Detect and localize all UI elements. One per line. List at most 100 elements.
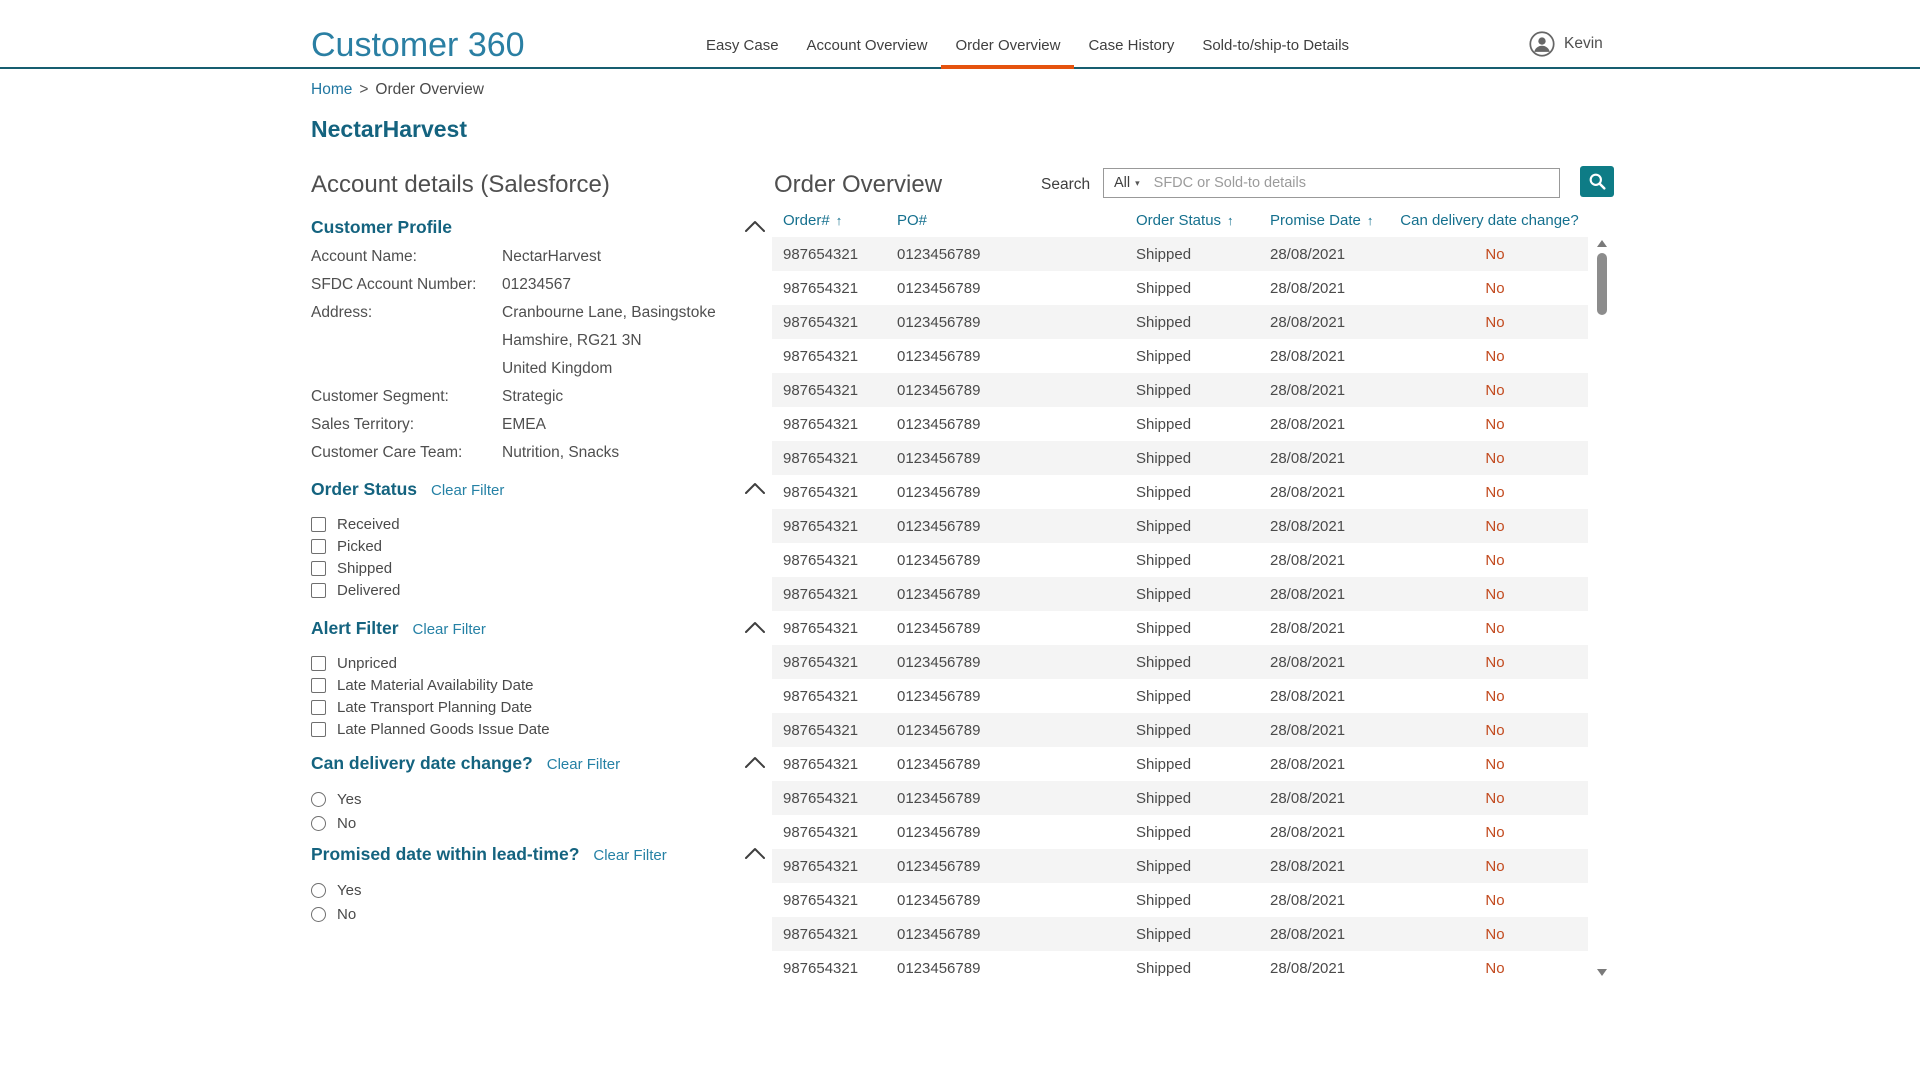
- checkbox-late-material-availability-date[interactable]: [311, 677, 326, 693]
- filter-option-shipped: Shipped: [311, 557, 771, 579]
- scrollbar-down-arrow-icon[interactable]: [1597, 969, 1607, 976]
- profile-field-customer-segment: Customer Segment: Strategic: [311, 383, 771, 411]
- option-label: Yes: [337, 881, 362, 899]
- nav-tab-case-history[interactable]: Case History: [1088, 37, 1175, 54]
- search-scope-dropdown[interactable]: All ▾: [1114, 175, 1140, 191]
- search-input[interactable]: [1151, 174, 1549, 192]
- cell-order-status: Shipped: [1136, 959, 1192, 977]
- filter-option-late-transport-planning-date: Late Transport Planning Date: [311, 696, 771, 718]
- cell-po-number: 0123456789: [897, 279, 981, 297]
- profile-field-value: Nutrition, Snacks: [502, 439, 619, 467]
- clear-filter-link[interactable]: Clear Filter: [546, 756, 621, 773]
- option-label: Received: [337, 515, 400, 533]
- profile-field-value-line: Cranbourne Lane, Basingstoke: [502, 304, 716, 321]
- breadcrumb-home-link[interactable]: Home: [311, 81, 353, 98]
- option-label: Delivered: [337, 581, 401, 599]
- checkbox-shipped[interactable]: [311, 560, 326, 576]
- cell-can-delivery-date-change: No: [1485, 925, 1505, 943]
- search-box: All ▾: [1103, 168, 1560, 198]
- cell-can-delivery-date-change: No: [1485, 755, 1505, 773]
- collapse-chevron-icon[interactable]: [744, 847, 766, 860]
- nav-tab-account-overview[interactable]: Account Overview: [806, 37, 928, 54]
- customer-profile-section-header: Customer Profile: [311, 217, 771, 238]
- checkbox-late-planned-goods-issue-date[interactable]: [311, 721, 326, 737]
- column-header-can-delivery-date-change[interactable]: Can delivery date change?: [1400, 211, 1579, 229]
- cell-po-number: 0123456789: [897, 619, 981, 637]
- filter-heading-promised-date-within-lead-time: Promised date within lead-time?: [311, 844, 580, 864]
- column-header-po[interactable]: PO#: [897, 211, 928, 229]
- cell-order-status: Shipped: [1136, 891, 1192, 909]
- cell-order-number: 987654321: [783, 347, 859, 365]
- radio-no[interactable]: [311, 906, 326, 922]
- checkbox-delivered[interactable]: [311, 582, 326, 598]
- page-title: NectarHarvest: [311, 116, 467, 142]
- radio-no[interactable]: [311, 815, 326, 831]
- filter-section-header: Order Status Clear Filter: [311, 479, 771, 501]
- column-header-promise-date[interactable]: Promise Date ↑: [1270, 211, 1374, 229]
- sort-ascending-icon: ↑: [835, 212, 843, 228]
- collapse-chevron-icon[interactable]: [744, 220, 766, 233]
- table-scrollbar[interactable]: [1596, 240, 1608, 976]
- checkbox-unpriced[interactable]: [311, 655, 326, 671]
- cell-order-number: 987654321: [783, 279, 859, 297]
- cell-po-number: 0123456789: [897, 449, 981, 467]
- scrollbar-thumb[interactable]: [1597, 253, 1607, 315]
- profile-field-sales-territory: Sales Territory: EMEA: [311, 411, 771, 439]
- profile-field-address: Address: Cranbourne Lane, Basingstoke Hams…: [311, 299, 771, 383]
- clear-filter-link[interactable]: Clear Filter: [593, 847, 667, 864]
- profile-field-value-line: United Kingdom: [502, 360, 613, 377]
- collapse-chevron-icon[interactable]: [744, 621, 766, 634]
- scrollbar-up-arrow-icon[interactable]: [1597, 240, 1607, 247]
- cell-order-number: 987654321: [783, 959, 859, 977]
- cell-can-delivery-date-change: No: [1485, 585, 1505, 603]
- collapse-chevron-icon[interactable]: [744, 756, 766, 769]
- cell-order-status: Shipped: [1136, 347, 1192, 365]
- radio-yes[interactable]: [311, 882, 326, 898]
- cell-promise-date: 28/08/2021: [1270, 245, 1346, 263]
- cell-can-delivery-date-change: No: [1485, 449, 1505, 467]
- nav-tab-order-overview[interactable]: Order Overview: [941, 37, 1075, 69]
- cell-po-number: 0123456789: [897, 857, 981, 875]
- table-row: 987654321 0123456789 Shipped 28/08/2021 No: [772, 271, 1588, 305]
- cell-order-status: Shipped: [1136, 653, 1192, 671]
- cell-can-delivery-date-change: No: [1485, 823, 1505, 841]
- clear-filter-link[interactable]: Clear Filter: [431, 482, 505, 499]
- nav-tab-easy-case[interactable]: Easy Case: [706, 37, 779, 54]
- checkbox-received[interactable]: [311, 516, 326, 532]
- table-row: 987654321 0123456789 Shipped 28/08/2021 No: [772, 577, 1588, 611]
- collapse-chevron-icon[interactable]: [744, 482, 766, 495]
- breadcrumb-separator: >: [359, 81, 369, 98]
- cell-promise-date: 28/08/2021: [1270, 585, 1346, 603]
- table-row: 987654321 0123456789 Shipped 28/08/2021 No: [772, 509, 1588, 543]
- clear-filter-link[interactable]: Clear Filter: [412, 621, 486, 638]
- checkbox-picked[interactable]: [311, 538, 326, 554]
- cell-can-delivery-date-change: No: [1485, 721, 1505, 739]
- user-menu[interactable]: Kevin: [1529, 31, 1603, 57]
- cell-promise-date: 28/08/2021: [1270, 415, 1346, 433]
- profile-field-value: Cranbourne Lane, Basingstoke Hamshire, RG…: [502, 299, 716, 383]
- cell-order-status: Shipped: [1136, 857, 1192, 875]
- sort-ascending-icon: ↑: [1366, 212, 1374, 228]
- option-label: Late Transport Planning Date: [337, 698, 533, 716]
- column-header-order-status[interactable]: Order Status ↑: [1136, 211, 1234, 229]
- cell-po-number: 0123456789: [897, 925, 981, 943]
- filter-options: Yes No: [311, 878, 771, 926]
- cell-promise-date: 28/08/2021: [1270, 687, 1346, 705]
- cell-can-delivery-date-change: No: [1485, 891, 1505, 909]
- cell-order-status: Shipped: [1136, 449, 1192, 467]
- user-name: Kevin: [1564, 35, 1603, 52]
- cell-can-delivery-date-change: No: [1485, 279, 1505, 297]
- checkbox-late-transport-planning-date[interactable]: [311, 699, 326, 715]
- cell-order-status: Shipped: [1136, 619, 1192, 637]
- column-header-order[interactable]: Order# ↑: [783, 211, 843, 229]
- radio-yes[interactable]: [311, 791, 326, 807]
- profile-field-value: Strategic: [502, 383, 563, 411]
- cell-po-number: 0123456789: [897, 653, 981, 671]
- option-label: Late Planned Goods Issue Date: [337, 720, 550, 738]
- search-button[interactable]: [1580, 166, 1614, 197]
- table-row: 987654321 0123456789 Shipped 28/08/2021 No: [772, 339, 1588, 373]
- cell-po-number: 0123456789: [897, 585, 981, 603]
- table-row: 987654321 0123456789 Shipped 28/08/2021 No: [772, 305, 1588, 339]
- nav-tab-sold-to-ship-to-details[interactable]: Sold-to/ship-to Details: [1202, 37, 1350, 54]
- cell-order-status: Shipped: [1136, 517, 1192, 535]
